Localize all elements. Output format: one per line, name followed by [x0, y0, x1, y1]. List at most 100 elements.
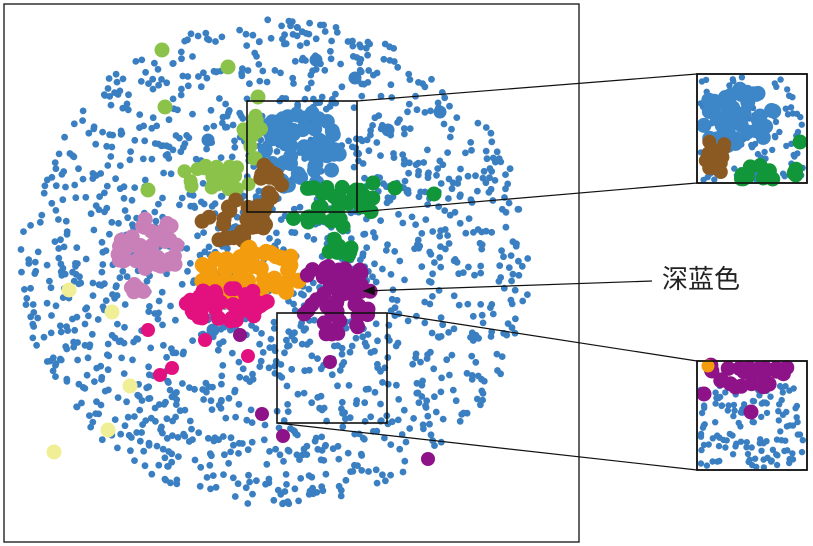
scatter-point — [69, 152, 77, 160]
scatter-point — [238, 72, 246, 80]
scatter-point — [220, 471, 227, 478]
scatter-point — [423, 397, 431, 405]
scatter-point — [56, 322, 64, 330]
scatter-point — [498, 353, 506, 360]
scatter-point — [334, 382, 341, 390]
inset-point — [794, 431, 801, 438]
scatter-point — [437, 333, 445, 340]
scatter-point — [48, 199, 56, 207]
scatter-point — [346, 414, 354, 422]
scatter-point — [401, 457, 409, 465]
scatter-point — [69, 315, 76, 323]
cluster-purple-point — [341, 269, 357, 285]
scatter-point — [338, 344, 346, 352]
inset-point — [789, 94, 796, 101]
scatter-point — [310, 236, 318, 243]
scatter-point — [399, 468, 407, 476]
scatter-point — [22, 301, 30, 308]
scatter-point — [96, 193, 103, 201]
inset-point — [700, 441, 708, 449]
inset-point — [777, 428, 784, 435]
scatter-point — [111, 294, 118, 302]
scatter-point — [152, 217, 160, 225]
inset-point — [730, 77, 737, 85]
scatter-point — [497, 158, 505, 166]
cluster-dark-green-point — [311, 209, 327, 225]
scatter-point — [264, 16, 272, 24]
scatter-point — [51, 238, 59, 246]
scatter-point — [365, 147, 373, 155]
scatter-point — [436, 254, 444, 261]
cluster-magenta-point — [223, 281, 239, 297]
scatter-point — [206, 461, 214, 469]
scatter-point — [123, 100, 131, 108]
scatter-point — [429, 270, 436, 278]
scatter-point — [108, 218, 116, 226]
inset-point — [771, 132, 779, 140]
cluster-brown-point — [254, 166, 270, 182]
scatter-point — [59, 196, 67, 204]
inset-point — [754, 150, 762, 158]
scatter-point — [207, 397, 215, 405]
scatter-point — [87, 423, 95, 431]
scatter-point — [473, 395, 481, 403]
scatter-point — [308, 473, 316, 481]
cluster-magenta-point — [238, 287, 253, 303]
scatter-point — [267, 34, 275, 42]
inset-point — [711, 176, 718, 183]
scatter-point — [107, 101, 115, 109]
scatter-point — [57, 268, 65, 276]
scatter-point — [388, 418, 396, 426]
inset-purple-point — [757, 360, 773, 376]
scatter-point — [406, 425, 414, 432]
scatter-point — [515, 271, 523, 279]
scatter-point — [244, 446, 252, 454]
scatter-point — [270, 318, 278, 326]
inset-point — [784, 86, 791, 93]
scatter-point — [421, 109, 429, 116]
scatter-point — [145, 439, 153, 447]
scatter-point — [103, 182, 111, 190]
scatter-point — [301, 367, 309, 375]
inset-point — [783, 142, 790, 150]
cluster-purple-point — [318, 326, 334, 342]
scatter-point — [97, 401, 105, 409]
scatter-point — [493, 148, 501, 156]
scatter-point — [92, 202, 100, 210]
scatter-point — [146, 303, 153, 310]
inset-point — [735, 419, 742, 427]
scatter-point — [384, 380, 392, 388]
cluster-light-blue-point — [307, 121, 323, 137]
scatter-point — [390, 45, 398, 52]
scatter-point — [422, 216, 430, 224]
scatter-point — [91, 378, 98, 385]
scatter-point — [380, 55, 388, 63]
cluster-brown-point — [274, 177, 290, 193]
inset-dark-green-point — [740, 169, 755, 185]
scatter-point — [159, 429, 166, 437]
inset-point — [794, 150, 801, 157]
inset-point — [758, 447, 765, 454]
scatter-point — [426, 300, 434, 308]
cluster-orange-point — [201, 262, 218, 279]
inset-light-blue-point — [740, 94, 756, 110]
scatter-point — [379, 471, 386, 479]
scatter-point — [82, 255, 90, 263]
scatter-point — [359, 160, 367, 167]
scatter-point — [136, 437, 144, 445]
inset-point — [709, 458, 716, 465]
inset-point — [712, 400, 719, 407]
scatter-point — [108, 143, 116, 151]
scatter-point — [155, 297, 163, 305]
scatter-point — [200, 200, 208, 208]
scatter-point — [293, 32, 301, 40]
cluster-purple-point — [421, 452, 435, 466]
scatter-point — [163, 434, 171, 442]
cluster-dark-green-point — [315, 186, 331, 202]
scatter-point — [55, 216, 62, 223]
scatter-point — [328, 37, 335, 45]
scatter-point — [479, 396, 486, 404]
scatter-point — [55, 245, 63, 252]
cluster-light-green-point — [222, 159, 237, 174]
connector-upper-top — [356, 73, 698, 102]
